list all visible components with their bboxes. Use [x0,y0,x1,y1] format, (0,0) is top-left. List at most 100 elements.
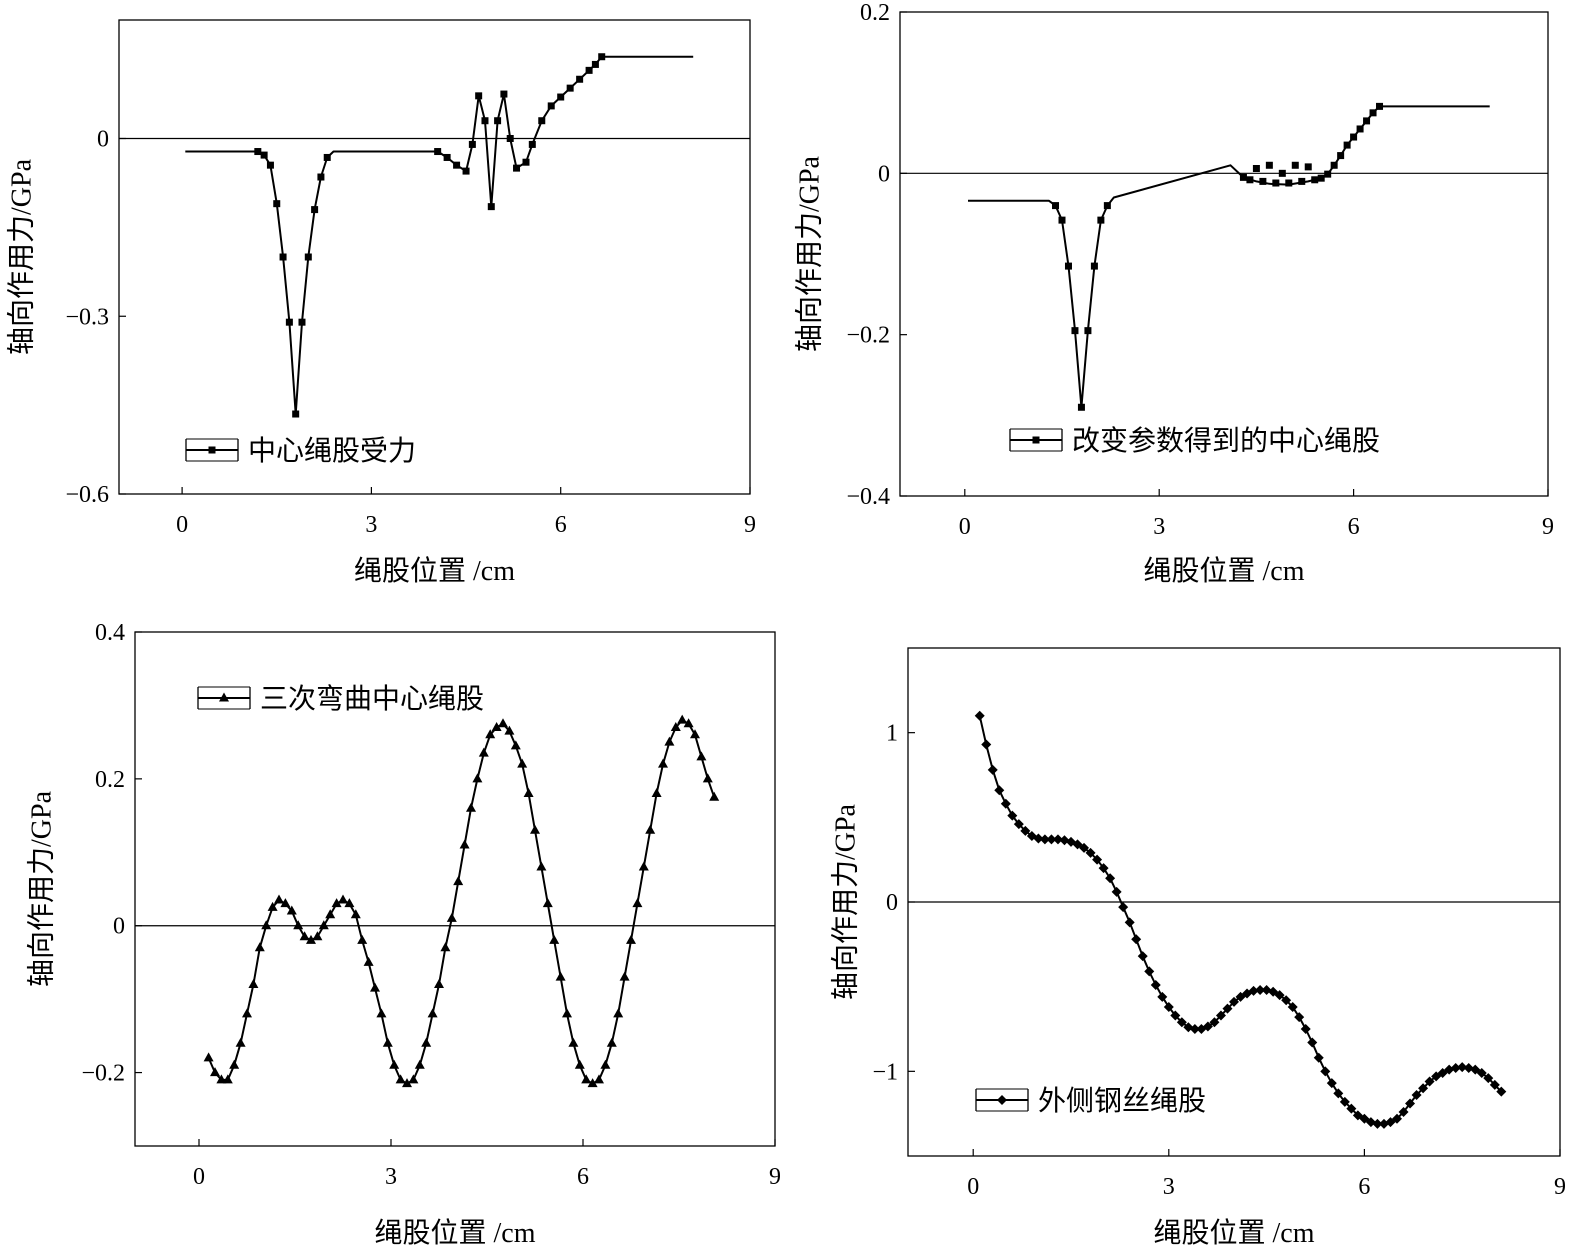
data-point [517,758,528,768]
legend-label: 三次弯曲中心绳股 [260,683,484,715]
data-point [1239,173,1247,181]
data-point [414,1059,425,1069]
data-point [510,740,521,750]
data-point [338,894,348,904]
data-point [1176,1017,1187,1028]
data-point [504,725,515,735]
x-tick-label: 3 [1153,514,1165,540]
data-point [638,861,649,871]
data-point [370,982,380,992]
data-point [574,1059,585,1069]
data-point [408,1074,419,1084]
data-point [285,318,293,326]
data-point [506,135,514,142]
data-point [331,898,342,908]
series-line [185,55,694,415]
data-point [1020,825,1031,836]
data-point [1157,991,1168,1002]
legend-label: 改变参数得到的中心绳股 [1072,425,1380,457]
data-point [1294,1012,1305,1023]
chart-panel-4: 0 3 6 9 1 0 −1 绳股位置 /cm 轴向作用力/GPa 外侧钢丝绳股 [830,647,1566,1249]
data-point [1229,996,1239,1007]
data-point [242,1008,252,1018]
data-point [389,1059,400,1069]
data-point [651,788,662,798]
y-tick-label: 0 [97,127,109,153]
data-point [279,253,287,261]
x-tick-label: 0 [959,514,971,540]
data-point [709,791,720,801]
data-point [1285,179,1293,187]
data-point [549,934,560,944]
data-point [1326,1078,1337,1089]
y-tick-label: 0.2 [95,767,125,793]
data-point [395,1074,406,1084]
data-point [1298,177,1306,185]
legend: 改变参数得到的中心绳股 [1009,425,1380,457]
data-point [1317,174,1325,182]
data-point [1209,1017,1220,1028]
data-point [1103,202,1111,210]
data-point [645,824,656,834]
data-point [1343,141,1351,149]
x-tick-label: 9 [1554,1174,1566,1200]
data-point [1278,169,1286,177]
data-point [1189,1024,1200,1034]
data-point [1274,990,1285,1001]
data-point [1090,262,1098,270]
series-1 [968,102,1490,411]
data-point [487,203,495,211]
data-point [619,971,630,981]
data-point [382,1037,393,1047]
data-point [1252,164,1260,172]
data-point [325,909,336,919]
data-point [280,898,291,908]
data-point [1079,842,1090,853]
data-point [1246,176,1254,184]
data-point [591,60,599,68]
data-point [613,1008,624,1018]
data-point [1033,833,1044,844]
legend: 三次弯曲中心绳股 [197,683,484,715]
data-point [500,90,508,98]
data-point [1085,847,1096,858]
data-point [293,920,304,930]
data-point [547,102,555,110]
data-point [468,140,476,148]
y-tick-label: −1 [872,1059,898,1085]
y-tick-label: 0 [878,161,890,187]
y-tick-label: 0 [113,914,125,940]
plot-frame [118,19,751,495]
data-point [317,173,325,181]
legend-marker [219,692,229,702]
data-point [664,736,675,746]
data-point [402,1078,412,1088]
data-point [1330,161,1338,169]
data-point [606,1037,617,1047]
data-point [576,75,584,83]
data-point [1046,834,1057,845]
x-tick-label: 6 [1348,514,1360,540]
data-point [1137,951,1148,962]
data-point [587,1078,598,1088]
data-point [453,161,461,169]
data-point [1098,863,1109,874]
data-point [1255,985,1266,996]
x-tick-label: 0 [193,1164,205,1190]
data-point [222,1074,233,1084]
data-point [1039,834,1050,845]
chart-panel-3: 0 3 6 9 0.4 0.2 0 −0.2 绳股位置 /cm 轴向作用力/GPa 三次弯曲中心绳股 [26,620,782,1249]
data-point [1170,1010,1181,1021]
data-point [1013,819,1024,830]
data-point [475,92,483,100]
data-point [453,876,464,886]
chart-panel-1: 0 3 6 9 0 −0.3 −0.6 绳股位置 /cm 轴向作用力/GPa 中心绳股受力 [6,19,756,587]
data-point [1000,798,1011,809]
data-point [229,1059,240,1069]
data-point [683,718,694,728]
data-point [434,148,442,156]
x-tick-label: 9 [1542,514,1554,540]
data-point [248,978,259,988]
plot-frame [134,631,776,1147]
